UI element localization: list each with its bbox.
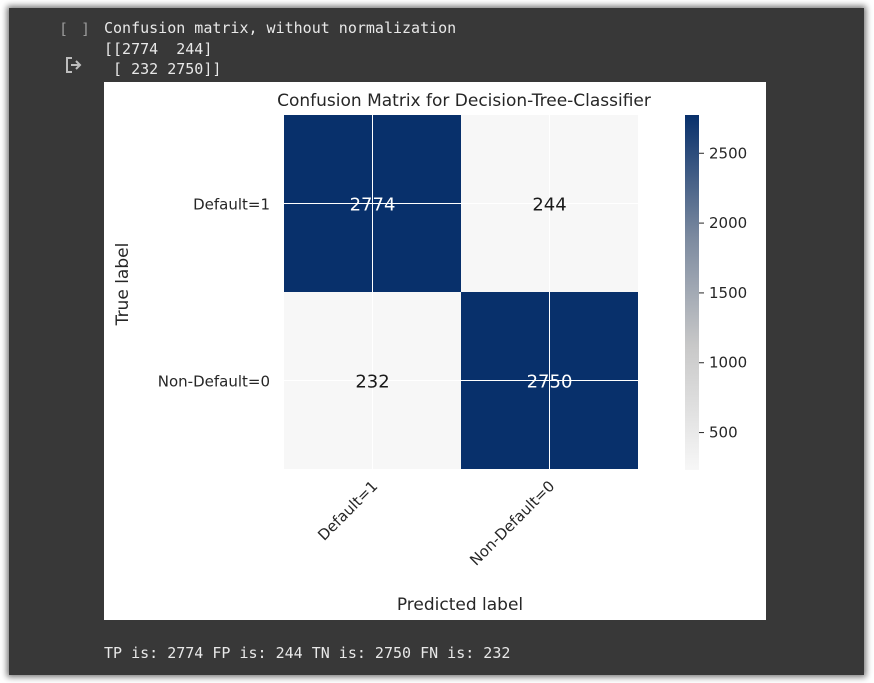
colorbar-tick-label-0: 500 — [709, 424, 738, 442]
metrics-summary: TP is: 2774 FP is: 244 TN is: 2750 FN is… — [104, 644, 511, 662]
matrix-value-0-1: 244 — [532, 195, 566, 216]
matrix-value-1-1: 2750 — [527, 372, 573, 393]
cell-run-bracket[interactable]: [ ] — [59, 20, 93, 38]
y-axis-label: True label — [113, 243, 133, 327]
y-tick-label-1: Non-Default=0 — [158, 373, 270, 391]
output-matrix-row-2: [ 232 2750]] — [104, 60, 222, 78]
output-text-heading: Confusion matrix, without normalization — [104, 19, 457, 37]
x-axis-label: Predicted label — [397, 595, 523, 615]
matrix-value-0-0: 2774 — [350, 195, 396, 216]
colorbar-tick-label-1: 1000 — [709, 354, 747, 372]
y-tick-label-0: Default=1 — [193, 196, 270, 214]
colorbar — [685, 115, 699, 470]
confusion-matrix-chart: Confusion Matrix for Decision-Tree-Class… — [113, 91, 747, 615]
matrix-value-1-0: 232 — [355, 372, 389, 393]
colorbar-tick-label-2: 1500 — [709, 284, 747, 302]
x-tick-label-1: Non-Default=0 — [466, 477, 558, 569]
chart-title: Confusion Matrix for Decision-Tree-Class… — [277, 91, 651, 111]
x-tick-label-0: Default=1 — [314, 477, 381, 544]
confusion-matrix-figure: Confusion Matrix for Decision-Tree-Class… — [104, 82, 766, 620]
colorbar-tick-label-4: 2500 — [709, 144, 747, 162]
output-redirect-icon[interactable] — [63, 54, 85, 76]
output-matrix-row-1: [[2774 244] — [104, 40, 213, 58]
notebook-cell: [ ] Confusion matrix, without normalizat… — [9, 8, 864, 675]
colorbar-tick-label-3: 2000 — [709, 214, 747, 232]
